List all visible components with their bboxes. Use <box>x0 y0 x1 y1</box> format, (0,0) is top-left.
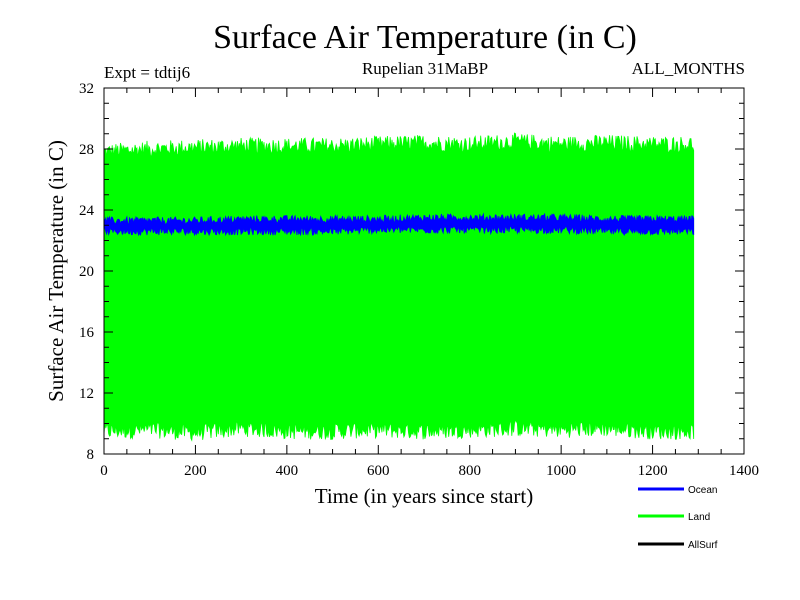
y-tick-label: 20 <box>79 264 94 280</box>
months-label: ALL_MONTHS <box>632 59 745 78</box>
y-tick-label: 32 <box>79 81 94 97</box>
x-tick-label: 1400 <box>729 463 759 479</box>
x-tick-label: 1000 <box>546 463 576 479</box>
x-axis-label: Time (in years since start) <box>315 484 534 508</box>
legend-label-allsurf: AllSurf <box>688 540 718 551</box>
y-tick-label: 8 <box>87 447 95 463</box>
series-land-band <box>103 132 695 442</box>
legend-label-land: Land <box>688 512 710 523</box>
y-tick-label: 24 <box>79 203 95 219</box>
chart-title: Surface Air Temperature (in C) <box>213 19 637 56</box>
legend: Ocean Land AllSurf <box>638 485 718 551</box>
period-label: Rupelian 31MaBP <box>362 59 488 78</box>
x-tick-label: 1200 <box>638 463 668 479</box>
axis-ticks: 0 200 400 600 800 1000 1200 1400 8 12 16 20 24 28 32 <box>79 81 759 479</box>
x-tick-label: 200 <box>184 463 207 479</box>
y-tick-label: 16 <box>79 325 95 341</box>
x-tick-label: 0 <box>100 463 108 479</box>
y-tick-label: 12 <box>79 386 94 402</box>
experiment-label: Expt = tdtij6 <box>104 63 190 82</box>
y-tick-label: 28 <box>79 142 94 158</box>
y-axis-label: Surface Air Temperature (in C) <box>44 140 68 402</box>
legend-label-ocean: Ocean <box>688 485 717 496</box>
series-ocean-band <box>103 212 695 237</box>
x-tick-label: 600 <box>367 463 390 479</box>
plot-area <box>103 132 695 442</box>
x-tick-label: 800 <box>458 463 481 479</box>
x-tick-label: 400 <box>276 463 299 479</box>
